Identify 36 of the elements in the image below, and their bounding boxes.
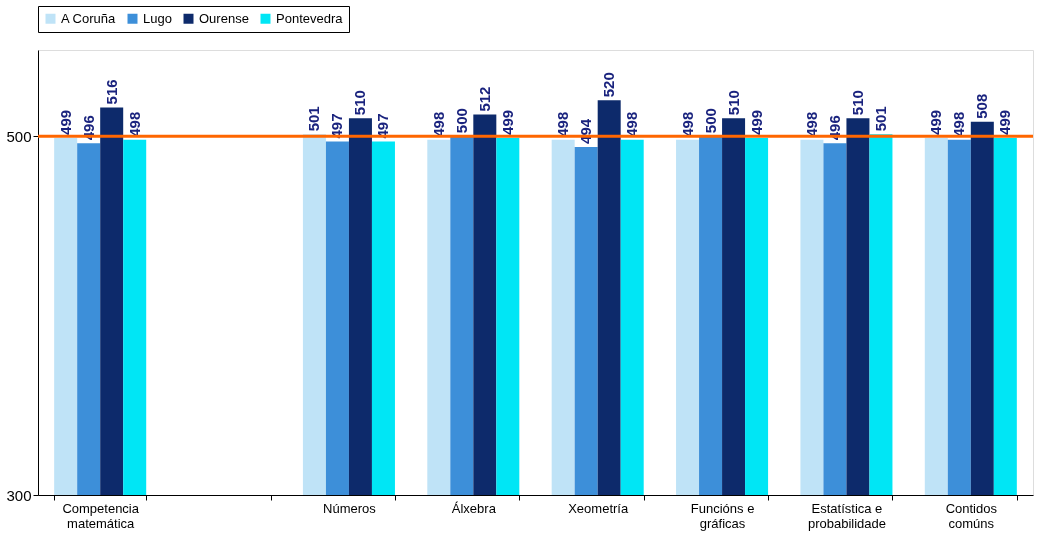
x-tick-label: Xeometría bbox=[568, 500, 629, 516]
data-label: 516 bbox=[102, 79, 120, 105]
data-label: 498 bbox=[429, 111, 447, 137]
data-label: 494 bbox=[577, 118, 595, 144]
data-label: 500 bbox=[452, 108, 470, 134]
x-tick-label: Estatística e probabilidade bbox=[807, 500, 886, 531]
x-tick-label: Números bbox=[323, 500, 377, 516]
x-tick-label: Funcións e gráficas bbox=[690, 500, 755, 531]
data-label: 498 bbox=[802, 111, 820, 137]
data-label: 510 bbox=[724, 90, 742, 116]
data-label: 499 bbox=[927, 109, 945, 135]
data-label: 508 bbox=[973, 93, 991, 119]
x-tick-label: Contidos comúns bbox=[945, 500, 998, 531]
data-label: 501 bbox=[305, 106, 323, 132]
data-label: 499 bbox=[747, 109, 765, 135]
data-label: 499 bbox=[56, 109, 74, 135]
x-tick-label: Competencia matemática bbox=[62, 500, 140, 531]
data-label: 499 bbox=[996, 109, 1014, 135]
data-label: 498 bbox=[678, 111, 696, 137]
data-label: 520 bbox=[600, 72, 618, 98]
legend-label: Pontevedra bbox=[276, 10, 344, 26]
x-tick-label: Álxebra bbox=[451, 500, 497, 516]
legend-label: Ourense bbox=[199, 10, 249, 26]
y-tick-label: 300 bbox=[6, 486, 32, 504]
data-label: 498 bbox=[125, 111, 143, 137]
data-label: 500 bbox=[701, 108, 719, 134]
data-label: 498 bbox=[554, 111, 572, 137]
data-label: 510 bbox=[351, 90, 369, 116]
legend-label: Lugo bbox=[143, 10, 172, 26]
legend-label: A Coruña bbox=[61, 10, 116, 26]
data-label: 499 bbox=[498, 109, 516, 135]
data-label: 512 bbox=[475, 86, 493, 112]
data-label: 498 bbox=[950, 111, 968, 137]
data-label: 510 bbox=[848, 90, 866, 116]
data-label: 498 bbox=[623, 111, 641, 137]
data-label: 501 bbox=[871, 106, 889, 132]
